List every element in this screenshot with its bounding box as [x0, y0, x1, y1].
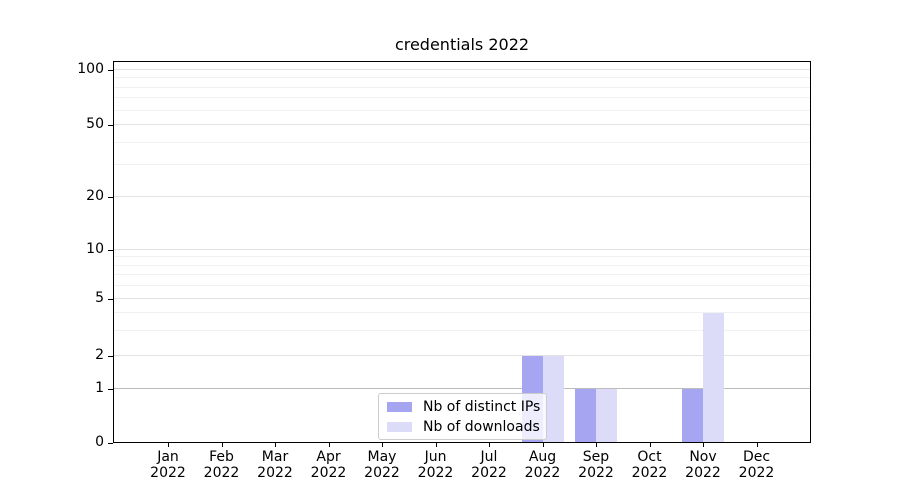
y-axis-tick-2 [108, 356, 113, 357]
x-axis-tick-feb [221, 443, 223, 447]
x-axis-tick-jul [489, 443, 490, 447]
month-label: Sep [582, 449, 610, 465]
year-label: 2022 [738, 465, 775, 481]
x-axis-tick-label-apr: Apr 2022 [302, 449, 356, 481]
x-axis-tick-dec [756, 443, 758, 447]
plot-area: Nb of distinct IPs Nb of downloads [113, 61, 811, 443]
year-label: 2022 [310, 465, 347, 481]
gridline-minor-60 [114, 109, 810, 111]
gridline-minor-8 [114, 264, 810, 266]
x-axis-tick-label-oct: Oct 2022 [623, 449, 677, 481]
year-label: 2022 [471, 465, 507, 481]
year-label: 2022 [203, 465, 240, 481]
legend-label-distinct-ips: Nb of distinct IPs [423, 398, 541, 415]
x-axis-tick-mar [275, 443, 276, 447]
month-label: Mar [261, 449, 289, 465]
x-axis-tick-label-may: May 2022 [355, 449, 409, 481]
x-axis-tick-label-aug: Aug 2022 [516, 449, 570, 481]
y-axis-tick-10 [108, 249, 113, 251]
legend-label-downloads: Nb of downloads [423, 418, 540, 435]
x-axis-tick-may [382, 443, 383, 447]
gridline-major-10 [114, 249, 810, 250]
x-axis-tick-aug [542, 443, 544, 447]
gridline-major-20 [114, 196, 810, 198]
y-axis-tick-50 [108, 125, 113, 126]
y-axis-tick-label-50: 50 [86, 116, 104, 132]
x-axis-tick-label-dec: Dec 2022 [730, 449, 784, 481]
gridline-major-100 [114, 69, 810, 71]
gridline-minor-40 [114, 141, 810, 143]
year-label: 2022 [685, 465, 721, 481]
legend: Nb of distinct IPs Nb of downloads [378, 393, 547, 440]
year-label: 2022 [417, 465, 454, 481]
legend-swatch-distinct-ips [387, 401, 412, 412]
year-label: 2022 [364, 465, 400, 481]
month-label: May [367, 449, 397, 465]
gridline-minor-4 [114, 311, 810, 313]
month-label: Jul [480, 449, 498, 465]
legend-entry-downloads: Nb of downloads [387, 418, 540, 435]
x-axis-tick-sep [596, 443, 597, 447]
x-axis-tick-label-jan: Jan 2022 [141, 449, 195, 481]
y-axis-tick-5 [108, 299, 113, 300]
bar-nov-distinct-ips [682, 389, 703, 442]
chart-title: credentials 2022 [394, 35, 530, 54]
month-label: Dec [742, 449, 771, 465]
x-axis-tick-label-feb: Feb 2022 [195, 449, 249, 481]
y-axis-tick-1 [108, 388, 113, 390]
gridline-minor-90 [114, 77, 810, 79]
y-axis-tick-label-0: 0 [95, 434, 104, 450]
x-axis-tick-apr [328, 443, 330, 447]
month-label: Aug [528, 449, 557, 465]
y-axis-tick-label-10: 10 [86, 240, 104, 257]
legend-swatch-downloads [387, 421, 412, 432]
x-axis-tick-nov [703, 443, 704, 447]
month-label: Apr [316, 449, 341, 465]
x-axis-tick-oct [649, 443, 651, 447]
gridline-major-5 [114, 298, 810, 300]
y-axis-tick-label-2: 2 [95, 347, 104, 363]
y-axis-tick-100 [108, 70, 113, 72]
gridline-minor-30 [114, 164, 810, 166]
x-axis-tick-label-jun: Jun 2022 [409, 449, 463, 481]
bar-sep-distinct-ips [575, 389, 596, 442]
year-label: 2022 [578, 465, 614, 481]
year-label: 2022 [631, 465, 668, 481]
x-axis-tick-label-sep: Sep 2022 [569, 449, 623, 481]
year-label: 2022 [257, 465, 293, 481]
y-axis-tick-label-1: 1 [95, 379, 104, 396]
month-label: Feb [209, 449, 234, 465]
y-axis-tick-label-20: 20 [86, 188, 104, 204]
gridline-minor-3 [114, 329, 810, 331]
bar-sep-downloads [596, 389, 617, 442]
bar-nov-downloads [703, 312, 724, 442]
gridline-minor-80 [114, 86, 810, 88]
gridline-major-1 [114, 388, 810, 389]
month-label: Nov [689, 449, 717, 465]
x-axis-tick-label-nov: Nov 2022 [676, 449, 730, 481]
gridline-minor-6 [114, 285, 810, 287]
x-axis-tick-label-mar: Mar 2022 [248, 449, 302, 481]
gridline-minor-9 [114, 256, 810, 258]
y-axis-tick-label-100: 100 [77, 61, 104, 78]
month-label: Jun [424, 449, 447, 465]
x-axis-tick-label-jul: Jul 2022 [462, 449, 516, 481]
month-label: Jan [157, 449, 179, 465]
x-axis-tick-jun [435, 443, 437, 447]
y-axis-tick-0 [108, 443, 113, 444]
y-axis-tick-20 [108, 197, 113, 198]
legend-entry-distinct-ips: Nb of distinct IPs [387, 398, 541, 415]
year-label: 2022 [150, 465, 186, 481]
month-label: Oct [637, 449, 662, 465]
y-axis-tick-label-5: 5 [95, 290, 104, 306]
gridline-minor-70 [114, 97, 810, 99]
gridline-major-50 [114, 124, 810, 126]
gridline-major-2 [114, 355, 810, 357]
bar-aug-downloads [542, 356, 564, 442]
x-axis-tick-jan [168, 443, 169, 447]
gridline-minor-7 [114, 274, 810, 276]
year-label: 2022 [524, 465, 561, 481]
